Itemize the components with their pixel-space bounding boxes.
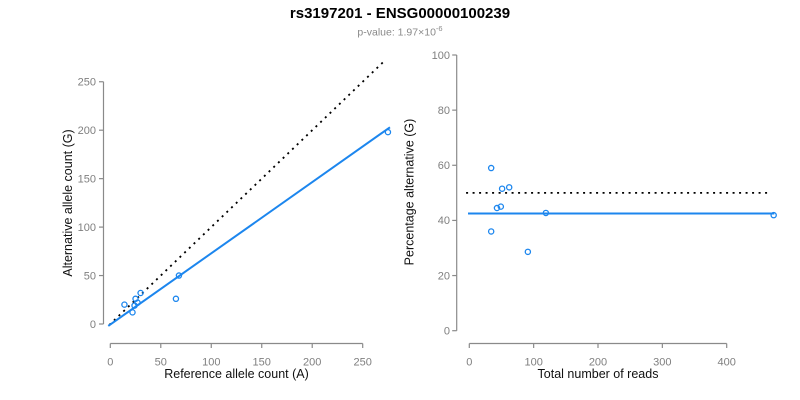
y-axis-title: Alternative allele count (G) xyxy=(61,129,75,276)
allele-counts-scatter: 0 50 100 150 200 250 0 50 100 150 200 250 Reference … xyxy=(61,59,392,381)
x-tick-label: 0 xyxy=(107,357,113,369)
p-value-subtitle: p-value: 1.97×10-6 xyxy=(0,24,800,39)
y-tick-label: 150 xyxy=(78,173,96,185)
p-value-text: p-value: 1.97×10 xyxy=(357,26,436,39)
y-axis-title: Percentage alternative (G) xyxy=(403,119,417,266)
identity-line xyxy=(108,59,386,326)
y-tick-label: 100 xyxy=(432,50,450,62)
data-point xyxy=(384,128,392,136)
data-point xyxy=(505,184,513,191)
x-tick-label: 150 xyxy=(253,357,271,369)
regression-line xyxy=(107,126,391,327)
y-tick-label: 200 xyxy=(78,125,96,137)
y-tick-label: 100 xyxy=(78,222,96,234)
y-tick-label: 80 xyxy=(438,105,450,117)
data-point xyxy=(172,295,180,303)
x-tick-label: 300 xyxy=(653,357,671,369)
data-point xyxy=(542,209,550,217)
page-title: rs3197201 - ENSG00000100239 xyxy=(289,5,511,22)
data-point xyxy=(137,289,144,297)
x-tick-label: 200 xyxy=(303,357,321,369)
data-point xyxy=(493,204,501,212)
x-tick-label: 100 xyxy=(524,357,542,369)
y-tick-label: 40 xyxy=(438,215,450,227)
y-tick-label: 50 xyxy=(84,270,96,282)
x-tick-label: 250 xyxy=(354,357,372,369)
x-tick-label: 400 xyxy=(718,357,736,369)
x-axis-title: Total number of reads xyxy=(538,367,659,381)
data-point xyxy=(175,272,183,279)
y-tick-label: 0 xyxy=(444,326,450,338)
x-tick-label: 50 xyxy=(155,357,167,369)
x-tick-label: 200 xyxy=(589,357,607,369)
p-value-exponent: -6 xyxy=(435,24,443,33)
data-point xyxy=(497,203,505,210)
x-tick-label: 0 xyxy=(466,357,472,369)
scatter-plots-canvas: 0 50 100 150 200 250050100150200250Reference … xyxy=(61,50,777,381)
data-point xyxy=(129,309,136,316)
y-tick-label: 60 xyxy=(438,160,450,172)
x-tick-label: 100 xyxy=(202,357,220,369)
data-point xyxy=(770,211,777,219)
data-point xyxy=(487,164,495,172)
data-point xyxy=(524,248,532,256)
y-tick-label: 250 xyxy=(78,77,96,89)
data-point xyxy=(487,228,495,235)
y-tick-label: 20 xyxy=(438,270,450,282)
y-tick-label: 0 xyxy=(90,319,96,331)
x-axis-title: Reference allele count (A) xyxy=(164,367,309,381)
data-point xyxy=(121,301,128,308)
data-point xyxy=(498,185,506,192)
data-point xyxy=(132,295,139,303)
